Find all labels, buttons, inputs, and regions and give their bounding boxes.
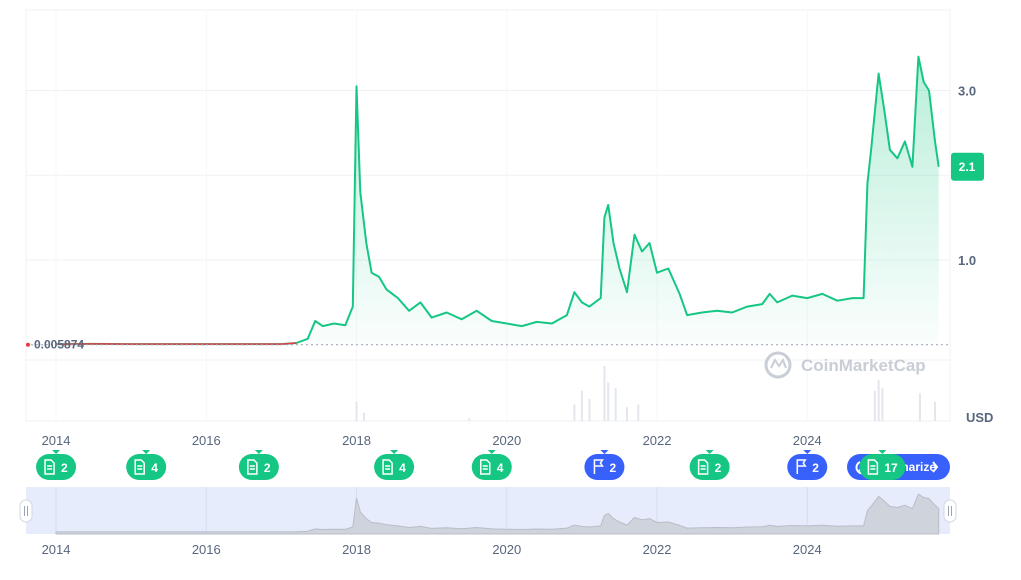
event-count: 17 xyxy=(884,461,898,475)
event-badge[interactable]: 2 xyxy=(787,450,828,480)
grip-handle-icon[interactable] xyxy=(943,499,957,523)
x-tick-label: 2018 xyxy=(342,433,371,448)
watermark-label: CoinMarketCap xyxy=(801,356,926,375)
navigator-tick-label: 2020 xyxy=(492,542,521,557)
navigator-handle-left[interactable] xyxy=(19,499,33,523)
volume-bar xyxy=(588,399,591,421)
chevron-right-icon xyxy=(932,461,939,473)
volume-bar xyxy=(580,390,583,421)
document-icon xyxy=(382,459,393,475)
event-badge[interactable]: 17 xyxy=(859,450,906,480)
volume-bar xyxy=(637,404,640,421)
document-icon xyxy=(480,459,491,475)
navigator-tick-label: 2024 xyxy=(793,542,822,557)
event-count: 2 xyxy=(812,461,819,475)
event-badge[interactable]: 4 xyxy=(126,450,167,480)
grip-handle-icon[interactable] xyxy=(19,499,33,523)
volume-bar xyxy=(873,390,876,421)
navigator-tick-label: 2014 xyxy=(42,542,71,557)
document-icon xyxy=(867,459,879,475)
coinmarketcap-logo-icon xyxy=(764,351,792,379)
current-price-label: 2.1 xyxy=(959,160,976,174)
currency-label: USD xyxy=(966,410,993,425)
document-icon xyxy=(247,459,258,475)
current-price-tag xyxy=(951,152,984,181)
event-badge[interactable]: 2 xyxy=(238,450,279,480)
document-icon xyxy=(697,459,709,475)
navigator-tick-label: 2016 xyxy=(192,542,221,557)
navigator-tick-label: 2022 xyxy=(643,542,672,557)
event-count: 2 xyxy=(264,461,271,475)
navigator-tick-label: 2018 xyxy=(342,542,371,557)
document-icon xyxy=(134,459,145,475)
y-tick-label: 1.0 xyxy=(958,253,976,268)
volume-bar xyxy=(625,407,628,421)
x-tick-label: 2014 xyxy=(42,433,71,448)
watermark: CoinMarketCap xyxy=(764,351,926,379)
price-line-down xyxy=(55,342,297,346)
y-tick-label: 3.0 xyxy=(958,84,976,99)
volume-bar xyxy=(573,404,576,421)
event-count: 2 xyxy=(609,461,616,475)
document-icon xyxy=(44,459,55,475)
navigator-series xyxy=(55,493,940,535)
volume-bar xyxy=(614,388,617,421)
plot-frame xyxy=(25,9,951,422)
price-area xyxy=(56,56,939,345)
volume-bar xyxy=(363,412,366,421)
volume-bar xyxy=(933,401,936,421)
flag-icon xyxy=(593,459,604,474)
event-count: 4 xyxy=(497,461,504,475)
event-badge[interactable]: 2 xyxy=(36,450,77,480)
event-count: 2 xyxy=(715,461,722,475)
x-tick-label: 2016 xyxy=(192,433,221,448)
volume-bar xyxy=(877,379,880,421)
volume-bar xyxy=(603,366,606,421)
reference-price-label: 0.005874 xyxy=(34,338,84,352)
volume-bar xyxy=(881,388,884,421)
event-badge[interactable]: 2 xyxy=(584,450,625,480)
volume-bar xyxy=(468,418,471,421)
reference-dot xyxy=(26,342,30,347)
x-tick-label: 2020 xyxy=(492,433,521,448)
volume-bar xyxy=(918,393,921,421)
event-badge[interactable]: 4 xyxy=(374,450,415,480)
event-count: 4 xyxy=(151,461,158,475)
event-count: 2 xyxy=(61,461,68,475)
volume-bar xyxy=(607,382,610,421)
event-count: 4 xyxy=(399,461,406,475)
flag-icon xyxy=(796,459,807,474)
volume-bar xyxy=(355,401,358,421)
event-badge[interactable]: 2 xyxy=(689,450,730,480)
x-tick-label: 2022 xyxy=(643,433,672,448)
event-badge[interactable]: 4 xyxy=(471,450,512,480)
price-line[interactable] xyxy=(55,55,940,346)
x-tick-label: 2024 xyxy=(793,433,822,448)
navigator-handle-right[interactable] xyxy=(943,499,957,523)
